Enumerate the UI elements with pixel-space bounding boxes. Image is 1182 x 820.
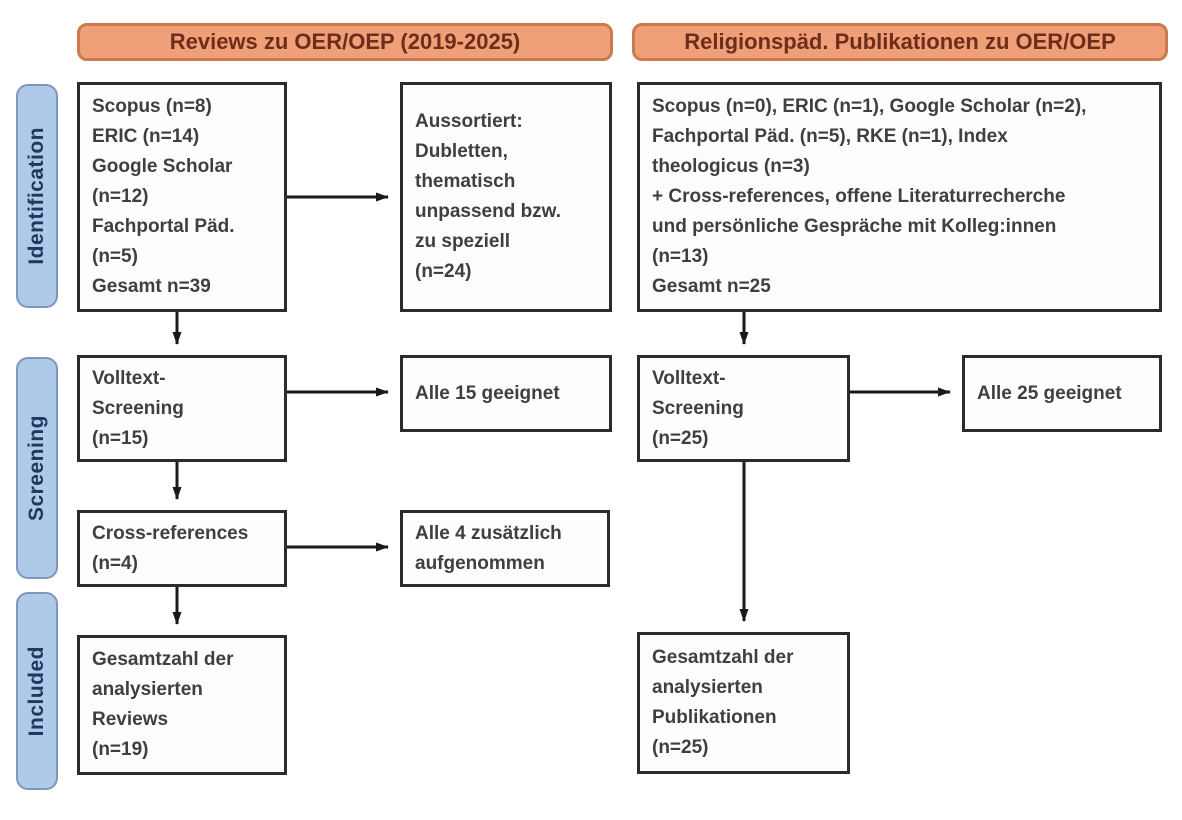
stage-label-identification: Identification xyxy=(16,84,58,308)
column-header-religionspaed: Religionspäd. Publikationen zu OER/OEP xyxy=(632,23,1168,61)
stage-label-included-text: Included xyxy=(25,645,48,737)
box-identification-sources-reviews: Scopus (n=8) ERIC (n=14) Google Scholar … xyxy=(77,82,287,312)
box-all-15-suitable: Alle 15 geeignet xyxy=(400,355,612,432)
stage-label-screening: Screening xyxy=(16,357,58,579)
box-total-analysed-reviews: Gesamtzahl der analysierten Reviews (n=1… xyxy=(77,635,287,775)
box-identification-sources-publications: Scopus (n=0), ERIC (n=1), Google Scholar… xyxy=(637,82,1162,312)
box-all-4-added: Alle 4 zusätzlich aufgenommen xyxy=(400,510,610,587)
box-cross-references: Cross-references (n=4) xyxy=(77,510,287,587)
stage-label-included: Included xyxy=(16,592,58,790)
box-excluded-records: Aussortiert: Dubletten, thematisch unpas… xyxy=(400,82,612,312)
box-all-25-suitable: Alle 25 geeignet xyxy=(962,355,1162,432)
box-fulltext-screening-reviews: Volltext- Screening (n=15) xyxy=(77,355,287,462)
box-total-analysed-publications: Gesamtzahl der analysierten Publikatione… xyxy=(637,632,850,774)
box-fulltext-screening-publications: Volltext- Screening (n=25) xyxy=(637,355,850,462)
stage-label-screening-text: Screening xyxy=(25,414,48,522)
stage-label-identification-text: Identification xyxy=(25,127,48,265)
column-header-reviews: Reviews zu OER/OEP (2019-2025) xyxy=(77,23,613,61)
